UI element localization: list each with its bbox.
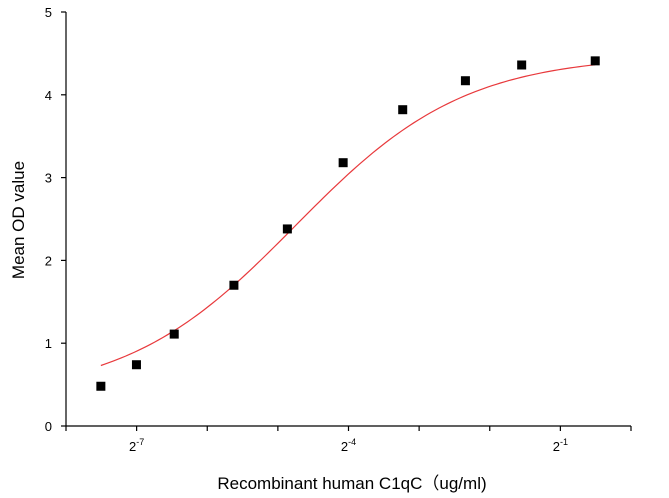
- y-tick-label: 0: [45, 419, 52, 434]
- y-ticks: 0 1 2 3 4 5: [45, 5, 66, 434]
- x-tick-label: 2-4: [341, 437, 356, 454]
- y-axis-label: Mean OD value: [9, 161, 28, 279]
- data-point: [590, 56, 600, 66]
- data-point: [96, 381, 106, 391]
- y-tick-label: 3: [45, 171, 52, 186]
- x-tick-label: 2-7: [129, 437, 144, 454]
- x-ticks: 2-7 2-4 2-1: [65, 426, 632, 454]
- x-tick-label: 2-1: [553, 437, 568, 454]
- y-tick-label: 1: [45, 336, 52, 351]
- data-point: [229, 280, 239, 290]
- data-point: [282, 224, 292, 234]
- axes: [65, 12, 631, 427]
- data-point: [460, 76, 470, 86]
- data-point: [338, 158, 348, 168]
- fit-curve: [100, 64, 596, 367]
- x-axis-label: Recombinant human C1qC（ug/ml): [217, 474, 486, 493]
- data-points: [96, 56, 600, 391]
- y-tick-label: 4: [45, 88, 52, 103]
- y-tick-label: 5: [45, 5, 52, 20]
- y-tick-label: 2: [45, 253, 52, 268]
- data-point: [169, 329, 179, 339]
- data-point: [517, 60, 527, 70]
- data-point: [398, 105, 408, 115]
- data-point: [131, 360, 141, 370]
